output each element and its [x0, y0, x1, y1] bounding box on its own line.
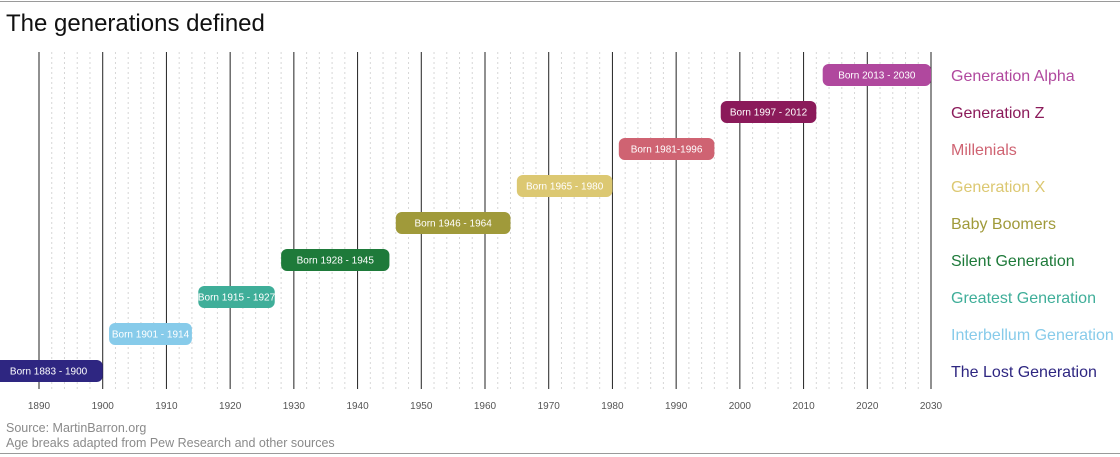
bar-label: Born 1997 - 2012 [730, 108, 808, 119]
x-tick-label: 1990 [665, 401, 688, 412]
generation-name: The Lost Generation [951, 364, 1097, 381]
generation-name: Generation X [951, 179, 1046, 196]
bar-label: Born 1901 - 1914 [112, 330, 190, 341]
bar-label: Born 1915 - 1927 [198, 293, 276, 304]
x-tick-label: 2030 [920, 401, 943, 412]
generation-name: Millenials [951, 142, 1017, 159]
x-tick-label: 1960 [474, 401, 497, 412]
x-tick-label: 1900 [92, 401, 115, 412]
generation-bar [395, 212, 511, 234]
bar-label: Born 1928 - 1945 [297, 256, 375, 267]
minor-gridlines [51, 52, 919, 389]
x-tick-label: 2020 [856, 401, 879, 412]
x-tick-label: 1930 [283, 401, 306, 412]
bar-label: Born 1965 - 1980 [526, 182, 604, 193]
x-tick-label: 1970 [538, 401, 561, 412]
generation-bar [516, 175, 613, 197]
bottom-rule [0, 453, 1120, 454]
generation-bar [720, 101, 817, 123]
x-tick-label: 1920 [219, 401, 242, 412]
major-gridlines [38, 52, 932, 389]
x-tick-label: 2010 [792, 401, 815, 412]
chart-title: The generations defined [6, 10, 265, 37]
top-rule [0, 1, 1120, 2]
generation-names: Generation Alpha Generation Z Millenials Ge… [951, 68, 1114, 381]
source-note: Age breaks adapted from Pew Research and… [6, 436, 335, 450]
x-tick-label: 1890 [28, 401, 51, 412]
generation-name: Silent Generation [951, 253, 1075, 270]
bar-label: Born 1946 - 1964 [415, 219, 493, 230]
generation-name: Baby Boomers [951, 216, 1056, 233]
generation-name: Interbellum Generation [951, 327, 1114, 344]
generation-bar [618, 138, 715, 160]
generation-name: Generation Alpha [951, 68, 1075, 85]
x-tick-label: 1950 [410, 401, 433, 412]
source-text: Source: MartinBarron.org [6, 421, 147, 435]
x-tick-label: 1910 [155, 401, 178, 412]
x-tick-labels: 1890 1900 1910 1920 1930 1940 1950 1960 1970 1980… [28, 401, 943, 412]
x-tick-label: 1940 [346, 401, 369, 412]
generation-bars: Born 2013 - 2030 Born 1997 - 2012 Born 198… [0, 64, 931, 382]
bar-label: Born 1981-1996 [631, 145, 703, 156]
bar-label: Born 1883 - 1900 [10, 367, 88, 378]
x-tick-label: 2000 [729, 401, 752, 412]
generation-bar [281, 249, 390, 271]
generation-bar [822, 64, 931, 86]
generation-name: Greatest Generation [951, 290, 1096, 307]
x-tick-label: 1980 [601, 401, 624, 412]
generation-bar [0, 360, 103, 382]
generation-bar [198, 286, 275, 308]
generation-bar [109, 323, 192, 345]
generation-name: Generation Z [951, 105, 1045, 122]
bar-label: Born 2013 - 2030 [838, 71, 916, 82]
